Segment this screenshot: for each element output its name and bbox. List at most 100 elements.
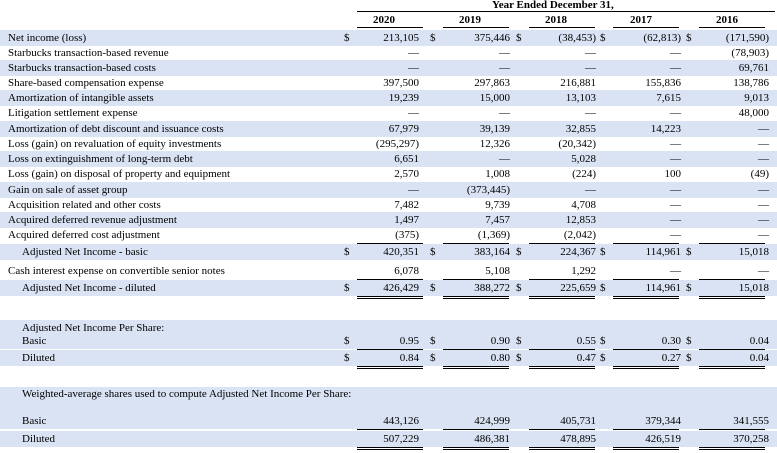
value-cell: 138,786 — [733, 77, 769, 89]
dollar-sign: $ — [600, 32, 606, 44]
total-double-rule — [613, 298, 679, 299]
value-cell: (20,342) — [558, 138, 596, 150]
value-cell: — — [758, 184, 769, 196]
value-cell: (1,369) — [477, 229, 510, 241]
row-label: Basic — [22, 415, 47, 427]
value-cell: 9,013 — [744, 92, 769, 104]
row-label: Acquired deferred revenue adjustment — [8, 214, 177, 226]
table-row: Starbucks transaction-based revenue — — — — (… — [0, 45, 777, 61]
value-cell: — — [670, 229, 681, 241]
year-header-rule — [357, 27, 423, 28]
value-cell: — — [670, 138, 681, 150]
table-row: Loss on extinguishment of long-term debt… — [0, 151, 777, 167]
dollar-sign: $ — [600, 352, 606, 364]
total-double-rule — [357, 366, 423, 367]
dollar-sign: $ — [686, 335, 692, 347]
table-row: Net income (loss) 213,105 375,446 (38,453) (… — [0, 30, 777, 46]
total-double-rule — [357, 296, 423, 297]
table-row: Litigation settlement expense — — — — 48,000 — [0, 105, 777, 121]
value-cell: — — [408, 62, 419, 74]
dollar-sign: $ — [430, 282, 436, 294]
total-double-rule — [357, 298, 423, 299]
table-row: Acquisition related and other costs 7,482… — [0, 197, 777, 213]
value-cell: 13,103 — [565, 92, 596, 104]
dollar-sign: $ — [344, 32, 350, 44]
row-label: Diluted — [22, 433, 55, 445]
row-label: Basic — [22, 335, 47, 347]
value-cell: (375) — [395, 229, 419, 241]
total-double-rule — [357, 368, 423, 369]
row-label: Weighted-average shares used to compute … — [22, 388, 352, 400]
subtotal-rule — [443, 243, 509, 244]
value-cell: 114,961 — [645, 246, 681, 258]
table-row: Loss (gain) on disposal of property and … — [0, 166, 777, 182]
total-double-rule — [357, 449, 423, 450]
row-rule — [357, 349, 423, 350]
value-cell: — — [758, 265, 769, 277]
value-cell: 1,292 — [571, 265, 596, 277]
row-label: Acquired deferred cost adjustment — [8, 229, 160, 241]
row-rule — [613, 349, 679, 350]
value-cell: 420,351 — [383, 246, 419, 258]
value-cell: — — [670, 214, 681, 226]
row-label: Net income (loss) — [8, 32, 87, 44]
value-cell: 5,028 — [571, 153, 596, 165]
value-cell: — — [670, 62, 681, 74]
dollar-sign: $ — [516, 246, 522, 258]
value-cell: — — [758, 229, 769, 241]
table-row: Basic 443,126 424,999 405,731 379,344 341,555 — [0, 413, 777, 429]
value-cell: 114,961 — [645, 282, 681, 294]
value-cell: 0.27 — [661, 352, 681, 364]
value-cell: 383,164 — [474, 246, 510, 258]
value-cell: — — [408, 47, 419, 59]
total-double-rule — [613, 449, 679, 450]
value-cell: (171,590) — [725, 32, 769, 44]
table-row: Adjusted Net Income - diluted 426,429 388,… — [0, 280, 777, 296]
total-double-rule — [529, 366, 595, 367]
row-rule — [529, 349, 595, 350]
value-cell: — — [585, 184, 596, 196]
total-double-rule — [529, 449, 595, 450]
value-cell: 155,836 — [645, 77, 681, 89]
total-double-rule — [529, 298, 595, 299]
value-cell: 379,344 — [645, 415, 681, 427]
value-cell: 39,139 — [479, 123, 510, 135]
value-cell: — — [499, 47, 510, 59]
row-label: Adjusted Net Income - basic — [22, 246, 148, 258]
row-label: Starbucks transaction-based costs — [8, 62, 156, 74]
row-label: Amortization of debt discount and issuan… — [8, 123, 224, 135]
value-cell: — — [758, 138, 769, 150]
value-cell: 0.04 — [749, 335, 769, 347]
value-cell: 7,615 — [656, 92, 681, 104]
row-label: Adjusted Net Income Per Share: — [22, 322, 165, 334]
row-label: Amortization of intangible assets — [8, 92, 154, 104]
value-cell: 1,008 — [485, 168, 510, 180]
year-header-2: 2018 — [545, 14, 567, 26]
table-row: Share-based compensation expense 397,500 2… — [0, 75, 777, 91]
value-cell: 12,326 — [479, 138, 510, 150]
value-cell: 4,708 — [571, 199, 596, 211]
value-cell: 7,457 — [485, 214, 510, 226]
table-row: Gain on sale of asset group — (373,445) — — — — [0, 182, 777, 198]
total-double-rule — [529, 447, 595, 448]
row-rule — [699, 349, 765, 350]
value-cell: 15,000 — [479, 92, 510, 104]
dollar-sign: $ — [344, 352, 350, 364]
value-cell: — — [585, 62, 596, 74]
subtotal-rule — [529, 243, 595, 244]
value-cell: 341,555 — [733, 415, 769, 427]
value-cell: (38,453) — [558, 32, 596, 44]
value-cell: 297,863 — [474, 77, 510, 89]
value-cell: 32,855 — [565, 123, 596, 135]
value-cell: 69,761 — [738, 62, 769, 74]
dollar-sign: $ — [686, 246, 692, 258]
value-cell: 100 — [664, 168, 682, 180]
value-cell: 426,429 — [383, 282, 419, 294]
row-label: Cash interest expense on convertible sen… — [8, 265, 225, 277]
row-label: Diluted — [22, 352, 55, 364]
value-cell: 443,126 — [383, 415, 419, 427]
value-cell: 6,078 — [394, 265, 419, 277]
table-row: Loss (gain) on revaluation of equity inv… — [0, 136, 777, 152]
value-cell: (295,297) — [375, 138, 419, 150]
value-cell: — — [758, 214, 769, 226]
